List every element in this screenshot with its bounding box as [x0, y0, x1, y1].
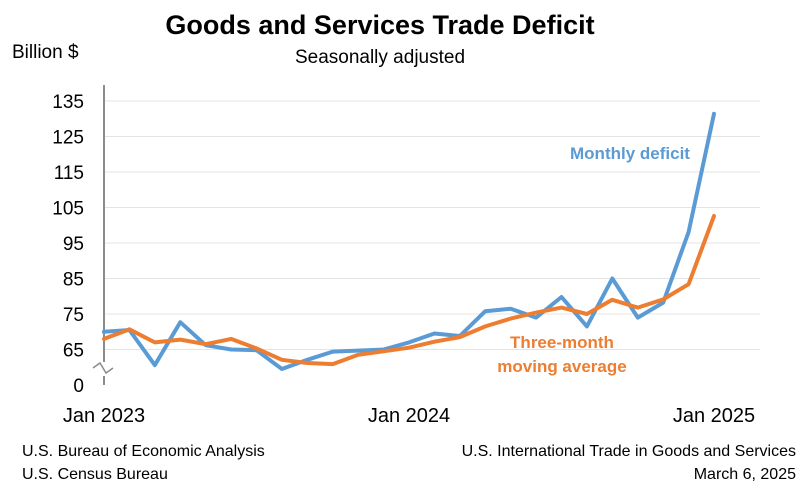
y-tick-label-65: 65: [63, 341, 84, 362]
y-tick-label-85: 85: [63, 270, 84, 291]
y-tick-label-0: 0: [73, 376, 84, 397]
y-axis-label: Billion $: [12, 42, 79, 63]
y-tick-label-95: 95: [63, 234, 84, 255]
release-title: U.S. International Trade in Goods and Se…: [461, 443, 796, 460]
axis-break-mark: [92, 361, 114, 375]
moving-average-line: [102, 214, 716, 367]
x-tick-label-0: Jan 2023: [63, 405, 145, 427]
source-line-2: U.S. Census Bureau: [22, 466, 168, 483]
release-date: March 6, 2025: [693, 466, 796, 483]
y-tick-label-115: 115: [54, 163, 84, 184]
y-tick-label-125: 125: [52, 128, 84, 149]
series-label-moving-average-line-1: Three-month: [510, 333, 614, 352]
y-tick-label-135: 135: [52, 92, 84, 113]
series-label-monthly-deficit: Monthly deficit: [570, 144, 690, 163]
chart-subtitle: Seasonally adjusted: [294, 47, 466, 68]
x-tick-label-1: Jan 2024: [368, 405, 450, 427]
series-label-moving-average-line-2: moving average: [497, 357, 626, 376]
chart-title: Goods and Services Trade Deficit: [165, 10, 595, 40]
y-tick-label-75: 75: [63, 305, 84, 326]
y-tick-label-105: 105: [52, 199, 84, 220]
source-line-1: U.S. Bureau of Economic Analysis: [22, 443, 265, 460]
x-tick-label-2: Jan 2025: [673, 405, 755, 427]
